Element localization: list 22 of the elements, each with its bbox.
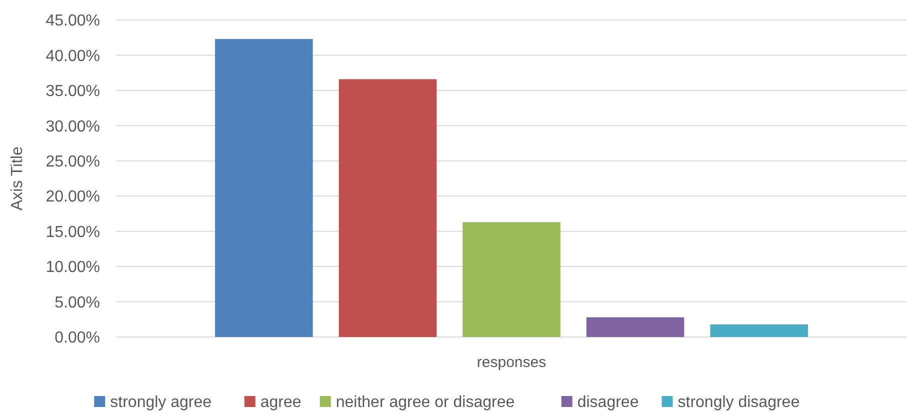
- y-tick-label: 15.00%: [46, 224, 100, 241]
- legend-label: neither agree or disagree: [336, 394, 515, 411]
- bar: [586, 317, 684, 337]
- bar: [215, 39, 313, 337]
- y-tick-label: 10.00%: [46, 259, 100, 276]
- bar: [710, 324, 808, 337]
- y-tick-label: 5.00%: [54, 294, 100, 312]
- y-tick-label: 20.00%: [46, 188, 100, 206]
- legend-label: agree: [260, 394, 302, 411]
- legend-label: strongly disagree: [678, 394, 800, 411]
- legend-label: disagree: [577, 394, 639, 411]
- y-tick-label: 35.00%: [46, 83, 100, 100]
- bar: [338, 79, 437, 337]
- y-tick-label: 45.00%: [46, 12, 100, 30]
- y-tick-label: 0.00%: [54, 330, 100, 347]
- x-tick-label: responses: [476, 354, 546, 371]
- y-axis-title: Axis Title: [9, 146, 26, 211]
- bar: [462, 222, 560, 337]
- y-tick-label: 25.00%: [46, 153, 100, 170]
- y-tick-label: 40.00%: [46, 48, 100, 65]
- y-tick-label: 30.00%: [46, 118, 100, 136]
- legend-label: strongly agree: [110, 394, 212, 411]
